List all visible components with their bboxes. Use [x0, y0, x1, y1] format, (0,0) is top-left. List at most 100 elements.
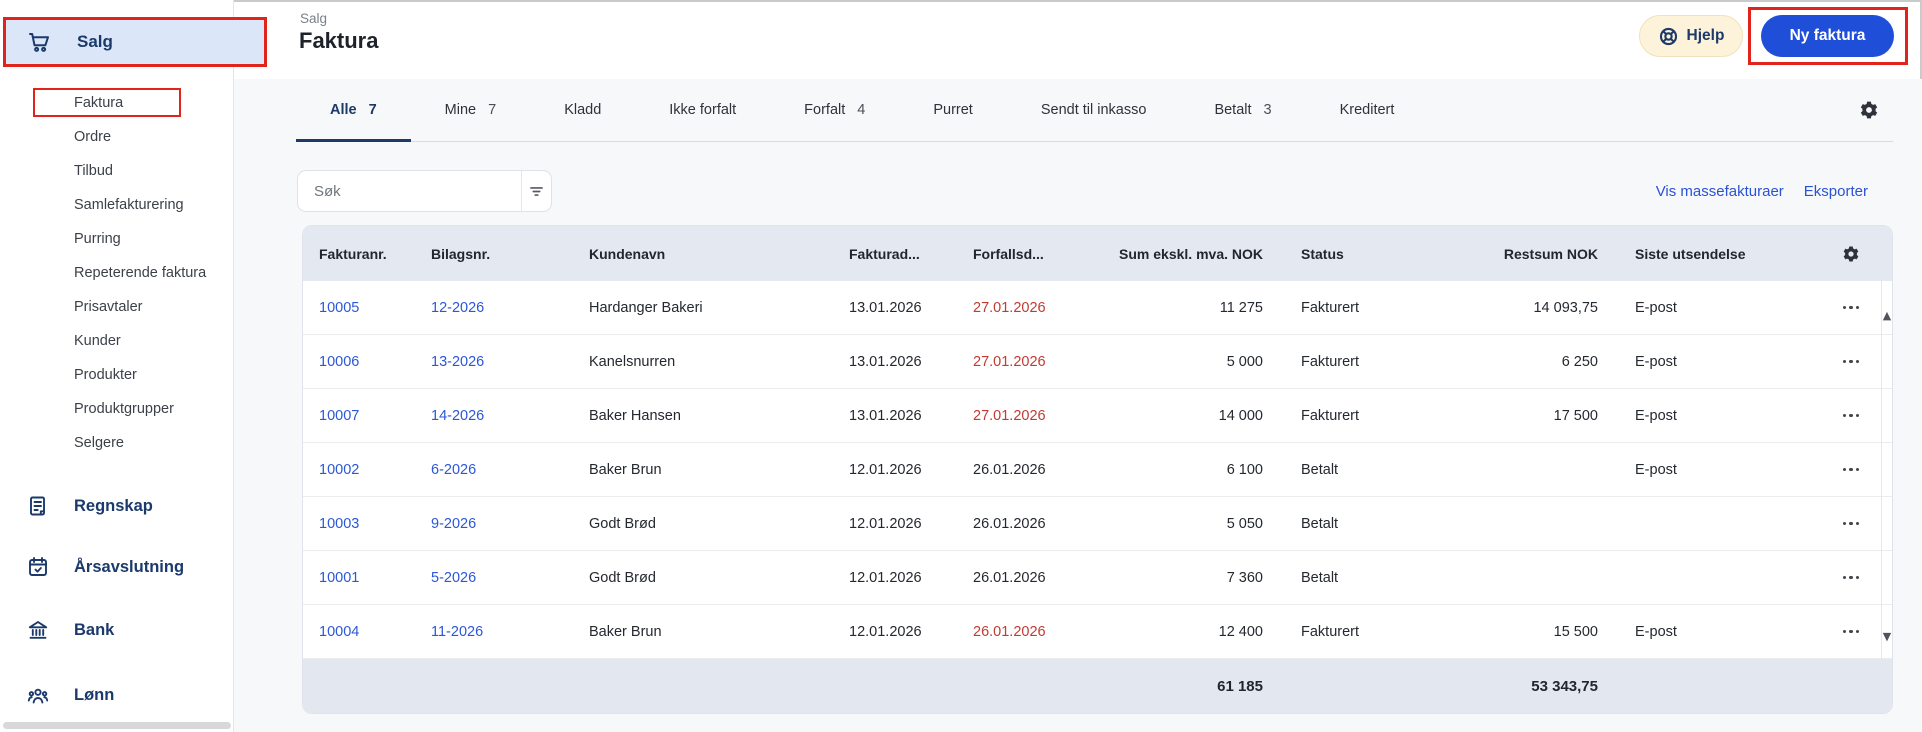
voucher-number-link[interactable]: 14-2026 [431, 407, 485, 424]
export-link[interactable]: Eksporter [1803, 182, 1868, 200]
sum-excl-vat: 5 050 [1226, 515, 1263, 532]
voucher-number-link[interactable]: 11-2026 [431, 623, 484, 640]
table-scrollbar-track [1881, 281, 1882, 659]
filter-button[interactable] [521, 171, 551, 211]
help-button-label: Hjelp [1686, 27, 1725, 44]
invoice-number-link[interactable]: 10005 [319, 299, 360, 316]
sidebar-item-årsavslutning[interactable]: Årsavslutning [0, 543, 233, 591]
voucher-number-link[interactable]: 9-2026 [431, 515, 477, 532]
column-header[interactable]: Forfallsd... [973, 245, 1044, 262]
sum-excl-vat: 12 400 [1218, 623, 1263, 640]
column-header[interactable]: Status [1301, 245, 1344, 262]
customer-name: Godt Brød [589, 569, 656, 586]
tab-purret[interactable]: Purret [899, 79, 1007, 141]
bulk-invoices-link[interactable]: Vis massefakturaer [1655, 182, 1784, 200]
tab-alle[interactable]: Alle 7 [296, 79, 411, 142]
invoice-number-link[interactable]: 10007 [319, 407, 360, 424]
due-date: 27.01.2026 [973, 353, 1046, 370]
tab-mine[interactable]: Mine 7 [411, 79, 531, 141]
toolbar-links: Vis massefakturaer Eksporter [1656, 170, 1868, 212]
scroll-down-icon[interactable]: ▼ [1882, 630, 1892, 643]
invoice-number-link[interactable]: 10004 [319, 623, 360, 640]
sidebar-item-repeterende-faktura[interactable]: Repeterende faktura [74, 265, 207, 281]
sidebar-item-produkter[interactable]: Produkter [74, 367, 137, 383]
sidebar-item-tilbud[interactable]: Tilbud [74, 163, 113, 179]
calendar-check-icon [26, 555, 50, 579]
sidebar-item-samlefakturering[interactable]: Samlefakturering [74, 197, 184, 213]
scroll-up-icon[interactable]: ▲ [1882, 309, 1892, 322]
tab-label: Sendt til inkasso [1040, 102, 1147, 118]
search-input[interactable] [298, 171, 521, 211]
outstanding-amount: 6 250 [1561, 353, 1598, 370]
sidebar-item-purring[interactable]: Purring [74, 231, 121, 247]
page-title: Faktura [299, 28, 379, 53]
last-sent-channel: E-post [1635, 353, 1677, 370]
column-header[interactable]: Fakturad... [849, 245, 920, 262]
tab-ikke-forfalt[interactable]: Ikke forfalt [635, 79, 770, 141]
row-actions-kebab-menu[interactable] [1821, 521, 1881, 526]
column-header[interactable]: Restsum NOK [1503, 245, 1598, 262]
sidebar-item-lønn[interactable]: Lønn [0, 671, 233, 719]
due-date: 26.01.2026 [973, 461, 1046, 478]
annotation-box-faktura [33, 88, 181, 117]
tab-betalt[interactable]: Betalt 3 [1180, 79, 1305, 141]
sidebar-item-produktgrupper[interactable]: Produktgrupper [74, 401, 174, 417]
invoice-number-link[interactable]: 10006 [319, 353, 360, 370]
column-header[interactable]: Bilagsnr. [431, 245, 491, 262]
row-actions-kebab-menu[interactable] [1821, 359, 1881, 364]
sum-excl-vat: 11 275 [1219, 299, 1263, 316]
invoice-table: Fakturanr. Bilagsnr. Kundenavn Fakturad.… [302, 225, 1893, 714]
table-settings-gear-icon[interactable] [1821, 245, 1881, 263]
column-header[interactable]: Kundenavn [589, 245, 666, 262]
voucher-number-link[interactable]: 12-2026 [431, 299, 485, 316]
table-row: 10002 6-2026 Baker Brun 12.01.2026 26.01… [303, 443, 1892, 497]
bank-icon [26, 618, 50, 642]
help-button[interactable]: Hjelp [1639, 15, 1743, 57]
sidebar-item-ordre[interactable]: Ordre [74, 129, 112, 145]
row-actions-kebab-menu[interactable] [1821, 305, 1881, 310]
sidebar-item-prisavtaler[interactable]: Prisavtaler [74, 299, 143, 315]
row-actions-kebab-menu[interactable] [1821, 467, 1881, 472]
voucher-number-link[interactable]: 13-2026 [431, 353, 485, 370]
invoice-date: 12.01.2026 [849, 623, 922, 640]
sidebar-item-bank[interactable]: Bank [0, 606, 233, 654]
sidebar-item-faktura[interactable]: Faktura [0, 86, 233, 120]
sidebar-item-kunder[interactable]: Kunder [74, 333, 121, 349]
row-actions-kebab-menu[interactable] [1821, 413, 1881, 418]
tab-kreditert[interactable]: Kreditert [1306, 79, 1429, 141]
tab-settings-gear-icon[interactable] [1859, 100, 1879, 120]
table-body: 10005 12-2026 Hardanger Bakeri 13.01.202… [303, 281, 1892, 659]
invoice-number-link[interactable]: 10002 [319, 461, 360, 478]
row-actions-kebab-menu[interactable] [1821, 629, 1881, 634]
tab-label: Alle [330, 102, 357, 118]
voucher-number-link[interactable]: 6-2026 [431, 461, 477, 478]
row-actions-kebab-menu[interactable] [1821, 575, 1881, 580]
column-header[interactable]: Sum ekskl. mva. NOK [1119, 245, 1263, 262]
tab-forfalt[interactable]: Forfalt 4 [770, 79, 899, 141]
sum-excl-vat: 7 360 [1226, 569, 1263, 586]
outstanding-amount: 14 093,75 [1533, 299, 1598, 316]
annotation-box-new-invoice [1748, 7, 1908, 65]
invoice-number-link[interactable]: 10003 [319, 515, 360, 532]
column-header[interactable]: Fakturanr. [319, 245, 387, 262]
invoice-number-link[interactable]: 10001 [319, 569, 360, 586]
status-text: Betalt [1301, 461, 1339, 478]
ledger-icon [26, 494, 50, 518]
last-sent-channel: E-post [1635, 623, 1677, 640]
new-invoice-button[interactable]: Ny faktura [1761, 15, 1894, 57]
lifebuoy-icon [1658, 26, 1679, 47]
sidebar-horizontal-scrollbar[interactable] [3, 722, 231, 729]
sidebar-item-selgere[interactable]: Selgere [74, 435, 124, 451]
tab-sendt-til-inkasso[interactable]: Sendt til inkasso [1007, 79, 1181, 141]
sidebar-item-label: Salg [77, 32, 113, 51]
sidebar-item-regnskap[interactable]: Regnskap [0, 482, 233, 530]
table-row: 10007 14-2026 Baker Hansen 13.01.2026 27… [303, 389, 1892, 443]
invoice-date: 13.01.2026 [849, 407, 922, 424]
tab-kladd[interactable]: Kladd [530, 79, 635, 141]
voucher-number-link[interactable]: 5-2026 [431, 569, 477, 586]
last-sent-channel: E-post [1635, 407, 1677, 424]
tabs: Alle 7 Mine 7 Kladd Ikke forfalt Forfalt… [296, 79, 1429, 142]
sidebar-item-salg[interactable]: Salg [3, 17, 267, 67]
column-header[interactable]: Siste utsendelse [1635, 245, 1746, 262]
